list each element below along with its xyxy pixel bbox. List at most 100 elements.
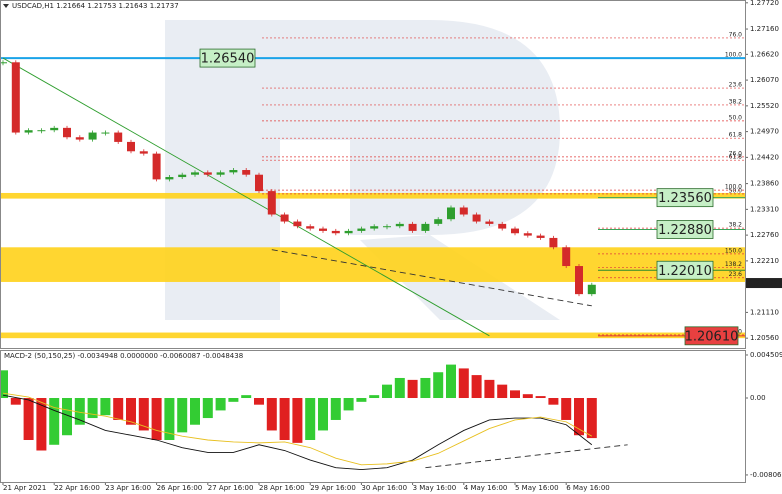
macd-bar [228, 398, 239, 402]
x-tick-label: 28 Apr 16:00 [259, 484, 305, 492]
level-label: 1.22010 [658, 264, 712, 279]
candle-body [319, 228, 327, 231]
candle-body [306, 226, 315, 229]
candle-body [511, 228, 519, 234]
y-tick-label: 1.24420 [750, 153, 779, 161]
main-line [2, 394, 593, 471]
macd-bar [535, 396, 546, 399]
macd-bar [369, 395, 380, 399]
candle-body [63, 127, 71, 138]
macd-bar [62, 398, 72, 436]
x-tick-label: 5 May 16:00 [515, 484, 559, 492]
x-tick-label: 21 Apr 2021 [3, 484, 46, 492]
macd-bar [561, 398, 572, 420]
candle-body [178, 174, 187, 178]
candle-body [293, 221, 302, 227]
candle-body [383, 226, 391, 228]
x-tick-label: 29 Apr 16:00 [310, 484, 356, 492]
x-tick-label: 30 Apr 16:00 [361, 484, 407, 492]
fib-label: 61.8 [729, 132, 743, 139]
macd-y-tick-label: -0.008060 [750, 471, 782, 479]
level-label: 1.26540 [201, 52, 255, 67]
macd-bar [87, 398, 98, 419]
level-label-box [656, 220, 714, 239]
candle-body [0, 62, 7, 64]
macd-bar [292, 398, 303, 443]
y-tick-label: 1.21110 [750, 308, 779, 316]
chart-title: USDCAD,H1 1.21664 1.21753 1.21643 1.2173… [12, 2, 179, 10]
candle-body [459, 207, 468, 215]
macd-bar [458, 368, 469, 399]
candle-body [357, 228, 366, 231]
macd-bar [484, 379, 495, 399]
level-label-box [656, 188, 714, 208]
macd-bar [510, 390, 520, 399]
fib-label: 76.0 [729, 150, 743, 157]
fib-label: 38.2 [729, 222, 743, 229]
macd-bar [126, 398, 136, 425]
macd-bar [177, 398, 188, 433]
candle-body [127, 141, 135, 152]
candle-body [587, 284, 596, 295]
level-label-box [684, 326, 739, 346]
menu-triangle[interactable] [3, 4, 9, 8]
x-tick-label: 22 Apr 16:00 [54, 484, 100, 492]
candle-body [434, 219, 443, 224]
macd-bar [10, 398, 21, 405]
candle-body [203, 172, 212, 175]
candle-body [75, 137, 84, 140]
macd-bar [23, 398, 34, 441]
macd-bar [164, 398, 175, 441]
candle-body [472, 214, 481, 222]
candle-body [280, 214, 289, 222]
current-price-box [746, 278, 782, 289]
fib-label: 23.6 [729, 271, 743, 278]
level-label-box [199, 48, 256, 68]
macd-bar [586, 398, 597, 439]
candle-body [485, 221, 494, 224]
candle-body [229, 170, 238, 173]
fib-label: 138.2 [725, 261, 742, 268]
macd-bar [305, 398, 316, 441]
macd-bar [382, 384, 392, 399]
candle-body [37, 130, 46, 132]
y-tick-label: 1.27160 [750, 25, 779, 33]
macd-bar [318, 398, 328, 431]
y-tick-label: 1.22210 [750, 257, 779, 265]
trendline [2, 57, 490, 337]
macd-bar [202, 398, 213, 419]
candle-body [88, 132, 97, 140]
y-tick-label: 1.20560 [750, 334, 779, 342]
fib-label: 50.0 [729, 114, 743, 121]
macd-bar [574, 398, 584, 436]
x-tick-label: 4 May 16:00 [464, 484, 508, 492]
signal-line [2, 392, 593, 466]
macd-bar [190, 398, 200, 425]
candle-body [101, 132, 110, 134]
y-tick-label: 1.25520 [750, 102, 779, 110]
fib-label: 100.0 [725, 184, 742, 191]
candle-body [24, 130, 33, 133]
y-tick-label: 1.24970 [750, 128, 779, 136]
candle-body [523, 233, 532, 236]
candle-body [421, 223, 430, 231]
candle-body [114, 132, 123, 142]
macd-bar [433, 372, 444, 399]
candle-body [498, 223, 507, 229]
y-tick-label: 1.27720 [750, 0, 779, 7]
macd-bar [241, 395, 252, 399]
candle-body [216, 172, 225, 175]
fib-label: 100.0 [725, 52, 742, 59]
y-tick-label: 1.26620 [750, 50, 779, 58]
candle-body [165, 177, 174, 180]
macd-trendline [425, 444, 628, 469]
fib-label: 23.6 [729, 82, 743, 89]
watermark [165, 20, 560, 320]
price-zone [0, 247, 745, 282]
candle-body [575, 266, 583, 295]
macd-bar [394, 377, 405, 399]
macd-bar [343, 398, 354, 411]
price-panel-border [0, 0, 746, 349]
